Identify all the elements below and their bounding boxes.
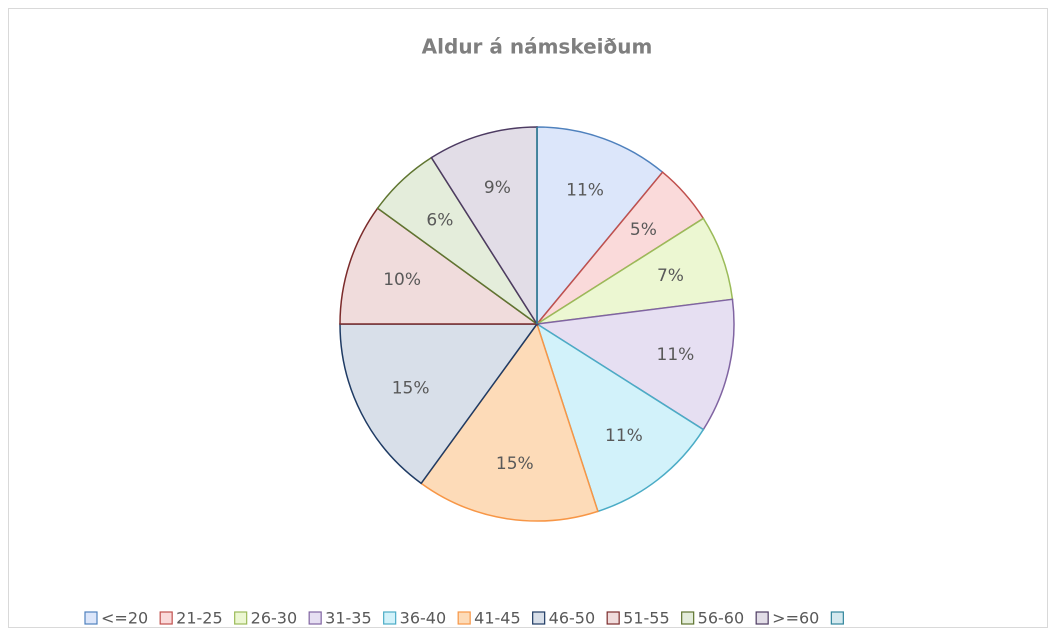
legend-label: 51-55 xyxy=(623,609,670,628)
legend-label: 31-35 xyxy=(325,609,372,628)
legend-label: >=60 xyxy=(772,609,819,628)
legend-marker xyxy=(84,611,98,625)
pie-slice xyxy=(430,126,538,327)
legend-label: 26-30 xyxy=(251,609,298,628)
legend-marker xyxy=(159,611,173,625)
data-label: 15% xyxy=(496,454,534,474)
data-label: 15% xyxy=(392,378,430,398)
data-label: 10% xyxy=(383,270,421,290)
legend-marker xyxy=(383,611,397,625)
legend-marker xyxy=(532,611,546,625)
legend-label: 41-45 xyxy=(474,609,521,628)
legend-marker xyxy=(308,611,322,625)
legend-marker xyxy=(606,611,620,625)
legend-label: 46-50 xyxy=(549,609,596,628)
data-label: 11% xyxy=(566,181,604,201)
data-label: 5% xyxy=(630,220,657,240)
legend-label: 21-25 xyxy=(176,609,223,628)
legend-marker xyxy=(457,611,471,625)
data-label: 11% xyxy=(605,426,643,446)
data-label: 6% xyxy=(426,211,453,231)
pie-slice xyxy=(536,126,664,327)
legend-label: <=20 xyxy=(101,609,148,628)
legend-marker xyxy=(681,611,695,625)
data-label: 11% xyxy=(657,345,695,365)
data-label: 7% xyxy=(657,266,684,286)
pie-slice xyxy=(534,298,735,431)
legend-marker xyxy=(830,611,844,625)
pie-slice xyxy=(535,322,705,513)
legend-label: 56-60 xyxy=(698,609,745,628)
pie-slice xyxy=(339,323,539,485)
legend-marker xyxy=(755,611,769,625)
pie-slice xyxy=(339,207,540,325)
chart-title: Aldur á námskeiðum xyxy=(422,35,653,59)
legend-label: 36-40 xyxy=(400,609,447,628)
legend-marker xyxy=(234,611,248,625)
data-label: 9% xyxy=(484,178,511,198)
pie-slice xyxy=(420,322,599,522)
